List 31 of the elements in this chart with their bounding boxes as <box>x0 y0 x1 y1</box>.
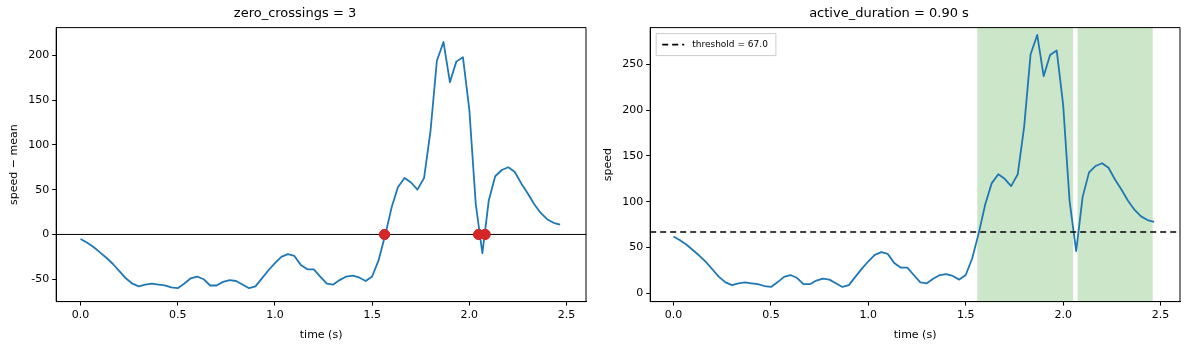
y-tick-label: 100 <box>622 194 644 208</box>
x-tick-label: 1.5 <box>956 308 975 322</box>
x-axis-title: time (s) <box>893 328 937 342</box>
x-tick-label: 0.0 <box>664 308 683 322</box>
y-tick-label: 0 <box>636 286 644 300</box>
x-tick-label: 0.5 <box>762 308 780 322</box>
x-tick-label: 1.0 <box>859 308 878 322</box>
y-tick-label: 0 <box>42 227 50 241</box>
y-tick-label: 200 <box>28 48 50 62</box>
chart-title: zero_crossings = 3 <box>233 5 357 21</box>
chart-title: active_duration = 0.90 s <box>809 5 970 21</box>
x-axis-title: time (s) <box>299 328 343 342</box>
x-tick-label: 2.5 <box>557 308 576 322</box>
x-tick-label: 2.0 <box>460 308 479 322</box>
y-axis-title: speed <box>601 147 615 182</box>
y-tick-label: 100 <box>28 137 50 151</box>
x-tick-label: 2.0 <box>1054 308 1072 322</box>
y-axis-title: speed − mean <box>7 124 21 205</box>
y-tick-label: -50 <box>31 272 50 286</box>
y-tick-label: 200 <box>622 102 644 116</box>
x-tick-label: 2.5 <box>1151 308 1170 322</box>
x-tick-label: 1.0 <box>266 308 284 322</box>
y-tick-label: 50 <box>35 182 50 196</box>
y-tick-label: 50 <box>629 240 644 254</box>
y-tick-label: 250 <box>622 57 644 71</box>
x-tick-label: 0.5 <box>168 308 187 322</box>
y-tick-label: 150 <box>28 92 50 106</box>
legend-label: threshold = 67.0 <box>692 38 769 49</box>
y-tick-label: 150 <box>622 148 644 162</box>
x-tick-label: 0.0 <box>71 308 90 322</box>
x-tick-label: 1.5 <box>363 308 381 322</box>
